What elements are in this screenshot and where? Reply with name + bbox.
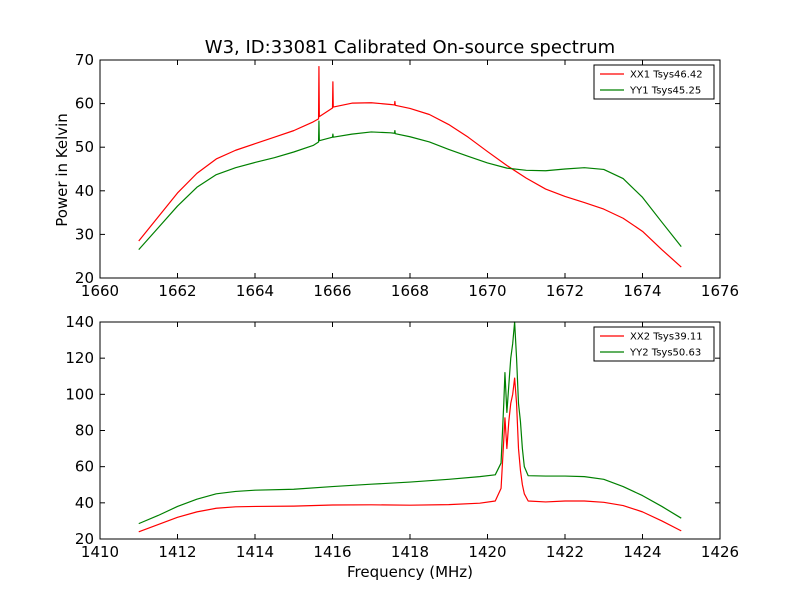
x-tick-label: 1668 xyxy=(391,282,429,300)
chart-panel-2: 1410 1412 1414 1416 1418 1420 1422 1424 1426 20 40… xyxy=(65,313,739,561)
y-tick-label: 30 xyxy=(75,225,94,243)
legend-box xyxy=(593,64,715,100)
x-tick-label: 1676 xyxy=(701,282,739,300)
y-tick-label: 60 xyxy=(75,458,94,476)
y-axis-label: Power in Kelvin xyxy=(53,113,71,227)
series-line-2 xyxy=(138,120,682,251)
x-tick-label: 1424 xyxy=(623,543,661,561)
x-tick-label: 1664 xyxy=(236,282,274,300)
x-tick-label: 1662 xyxy=(158,282,196,300)
y-tick-label: 60 xyxy=(75,95,94,113)
x-tick-label: 1416 xyxy=(313,543,351,561)
y-tick-label: 140 xyxy=(65,313,94,331)
series-line-2 xyxy=(138,321,682,525)
y-tick-label: 20 xyxy=(75,530,94,548)
y-tick-label: 100 xyxy=(65,385,94,403)
x-axis-label: Frequency (MHz) xyxy=(347,563,473,581)
legend: XX2 Tsys39.11 YY2 Tsys50.63 xyxy=(593,326,715,362)
series-line-1 xyxy=(138,65,682,268)
y-tick-label: 40 xyxy=(75,494,94,512)
x-tick-label: 1666 xyxy=(313,282,351,300)
x-tick-label: 1426 xyxy=(701,543,739,561)
y-tick-label: 50 xyxy=(75,138,94,156)
x-tick-label: 1422 xyxy=(546,543,584,561)
legend-label-1: XX2 Tsys39.11 xyxy=(630,332,703,343)
y-tick-label: 120 xyxy=(65,349,94,367)
x-tick-label: 1410 xyxy=(81,543,119,561)
x-tick-label: 1418 xyxy=(391,543,429,561)
x-tick-label: 1414 xyxy=(236,543,274,561)
x-tick-label: 1660 xyxy=(81,282,119,300)
y-tick-label: 80 xyxy=(75,422,94,440)
legend: XX1 Tsys46.42 YY1 Tsys45.25 xyxy=(593,64,715,100)
x-tick-label: 1412 xyxy=(158,543,196,561)
x-tick-label: 1420 xyxy=(468,543,506,561)
x-tick-label: 1674 xyxy=(623,282,661,300)
legend-label-2: YY2 Tsys50.63 xyxy=(629,348,701,359)
y-tick-label: 20 xyxy=(75,269,94,287)
y-tick-label: 70 xyxy=(75,51,94,69)
y-tick-label: 40 xyxy=(75,182,94,200)
series-line-1 xyxy=(138,377,682,533)
legend-box xyxy=(593,326,715,362)
x-tick-label: 1672 xyxy=(546,282,584,300)
x-tick-label: 1670 xyxy=(468,282,506,300)
chart-title: W3, ID:33081 Calibrated On-source spectr… xyxy=(205,37,615,58)
chart-panel-1: 1660 1662 1664 1666 1668 1670 1672 1674 1676 20 30… xyxy=(75,51,739,300)
legend-label-2: YY1 Tsys45.25 xyxy=(629,86,701,97)
legend-label-1: XX1 Tsys46.42 xyxy=(630,70,703,81)
